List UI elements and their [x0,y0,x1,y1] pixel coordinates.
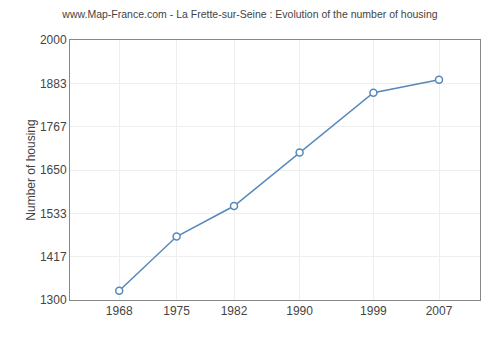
svg-text:www.Map-France.com - La Frette: www.Map-France.com - La Frette-sur-Seine… [61,8,437,20]
svg-text:1883: 1883 [40,77,67,91]
svg-text:1968: 1968 [106,304,133,318]
svg-text:2007: 2007 [426,304,453,318]
svg-text:1650: 1650 [40,163,67,177]
svg-text:1990: 1990 [286,304,313,318]
svg-text:1999: 1999 [360,304,387,318]
svg-text:1767: 1767 [40,120,67,134]
svg-text:1300: 1300 [40,293,67,307]
svg-text:1417: 1417 [40,250,67,264]
svg-text:1982: 1982 [221,304,248,318]
svg-text:2000: 2000 [40,33,67,47]
svg-text:1975: 1975 [163,304,190,318]
svg-text:Number of housing: Number of housing [24,119,38,220]
svg-text:1533: 1533 [40,207,67,221]
